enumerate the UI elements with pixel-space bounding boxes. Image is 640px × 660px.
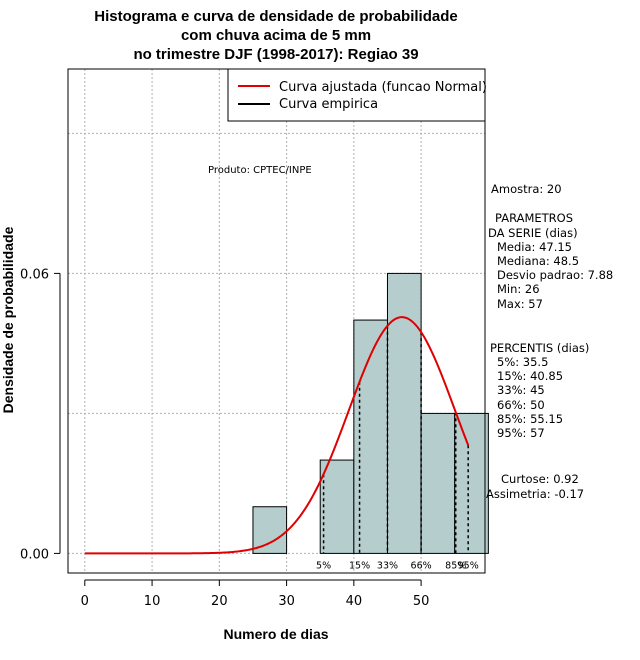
product-label: Produto: CPTEC/INPE [208, 165, 312, 176]
axes: 0 10 20 30 40 50 0.00 0.06 [20, 267, 429, 609]
percentile-label: 33% [377, 560, 398, 571]
stat-p85: 85%: 55.15 [497, 412, 563, 426]
x-tick-label: 0 [81, 594, 89, 609]
normal-fit-curve [84, 316, 470, 555]
percentile-label: 95% [458, 560, 479, 571]
stat-mediana: Mediana: 48.5 [497, 254, 579, 268]
y-tick-label: 0.06 [20, 267, 49, 282]
percentile-lines: 5% 15% 33% 66% 85%95% [316, 325, 479, 571]
chart-title-line-2: com chuva acima de 5 mm [181, 27, 371, 44]
stat-media: Media: 47.15 [497, 240, 572, 254]
stat-desvio: Desvio padrao: 7.88 [497, 268, 613, 282]
stats-panel: Amostra: 20 PARAMETROS DA SERIE (dias) M… [486, 182, 613, 501]
stat-p66: 66%: 50 [497, 398, 545, 412]
y-axis-title: Densidade de probabilidade [0, 226, 16, 413]
chart-title-line-3: no trimestre DJF (1998-2017): Regiao 39 [133, 46, 418, 63]
x-tick-label: 50 [413, 594, 430, 609]
percentile-label: 66% [411, 560, 432, 571]
chart-title-line-1: Histograma e curva de densidade de proba… [94, 8, 457, 25]
stat-p15: 15%: 40.85 [497, 369, 563, 383]
x-tick-label: 10 [144, 594, 161, 609]
stat-param-title-1: PARAMETROS [495, 211, 573, 225]
legend-label-normal: Curva ajustada (funcao Normal) [279, 80, 487, 95]
stat-p5: 5%: 35.5 [497, 355, 548, 369]
stat-amostra: Amostra: 20 [491, 182, 562, 196]
histogram-bar [420, 412, 456, 554]
stat-p33: 33%: 45 [497, 383, 545, 397]
stat-max: Max: 57 [497, 297, 543, 311]
histogram-bar [454, 412, 489, 554]
legend: Curva ajustada (funcao Normal) Curva emp… [227, 68, 487, 122]
x-tick-label: 40 [346, 594, 363, 609]
histogram-bar [386, 272, 422, 554]
stat-p95: 95%: 57 [497, 426, 545, 440]
y-tick-label: 0.00 [20, 547, 49, 562]
stat-min: Min: 26 [497, 282, 540, 296]
histogram-bar [252, 506, 288, 554]
percentile-label: 85% [445, 560, 466, 571]
stat-param-title-2: DA SERIE (dias) [488, 226, 578, 240]
stat-curtose: Curtose: 0.92 [501, 472, 579, 486]
percentile-label: 15% [349, 560, 370, 571]
legend-label-empirical: Curva empirica [279, 97, 378, 112]
stat-percentis-title: PERCENTIS (dias) [490, 341, 589, 355]
legend-box [227, 68, 486, 122]
histogram-bar [319, 459, 355, 554]
stat-assimetria: Assimetria: -0.17 [486, 487, 584, 501]
percentile-label: 5% [316, 560, 331, 571]
x-tick-label: 20 [211, 594, 228, 609]
x-tick-label: 30 [278, 594, 295, 609]
x-axis-title: Numero de dias [223, 626, 328, 642]
